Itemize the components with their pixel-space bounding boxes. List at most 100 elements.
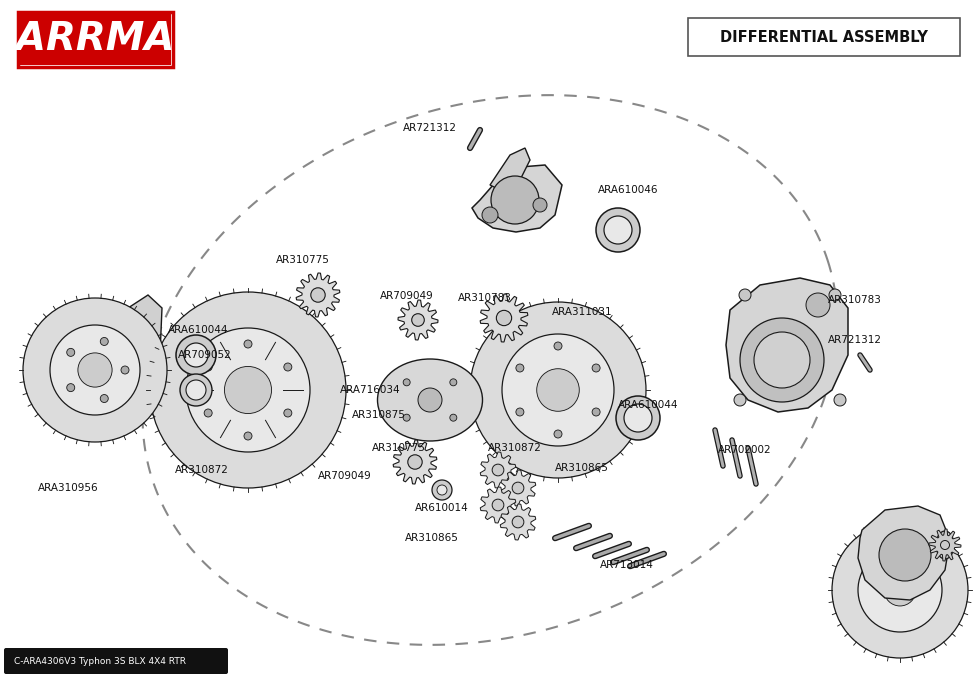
Text: AR310783: AR310783 [828, 295, 882, 305]
Circle shape [537, 369, 579, 412]
Ellipse shape [377, 359, 482, 441]
Circle shape [186, 328, 310, 452]
Text: AR310865: AR310865 [405, 533, 459, 543]
Circle shape [450, 414, 457, 421]
Text: AR310872: AR310872 [488, 443, 542, 453]
Circle shape [941, 540, 950, 550]
Circle shape [204, 363, 212, 371]
Circle shape [121, 366, 129, 374]
Text: C-ARA4306V3 Typhon 3S BLX 4X4 RTR: C-ARA4306V3 Typhon 3S BLX 4X4 RTR [14, 657, 186, 666]
Circle shape [184, 343, 208, 367]
Circle shape [879, 529, 931, 581]
Circle shape [244, 340, 252, 348]
Polygon shape [480, 487, 515, 523]
Circle shape [492, 464, 504, 476]
Circle shape [884, 574, 916, 606]
Text: AR713014: AR713014 [600, 560, 654, 570]
Ellipse shape [437, 485, 447, 495]
Text: AR709049: AR709049 [380, 291, 434, 301]
Circle shape [50, 325, 140, 415]
Circle shape [513, 482, 524, 494]
Circle shape [604, 216, 632, 244]
Ellipse shape [936, 531, 954, 559]
Circle shape [596, 208, 640, 252]
Text: AR721312: AR721312 [403, 123, 457, 133]
Text: 'ARRMA': 'ARRMA' [4, 20, 186, 59]
FancyBboxPatch shape [20, 14, 171, 65]
Text: AR709049: AR709049 [318, 471, 371, 481]
Circle shape [616, 396, 660, 440]
Circle shape [482, 207, 498, 223]
Circle shape [592, 364, 600, 372]
Polygon shape [108, 295, 162, 395]
FancyBboxPatch shape [688, 18, 960, 56]
Text: AR721312: AR721312 [828, 335, 882, 345]
Circle shape [513, 516, 524, 528]
Polygon shape [480, 452, 515, 488]
Circle shape [67, 349, 74, 356]
Text: AR709052: AR709052 [178, 350, 231, 360]
Circle shape [403, 414, 411, 421]
Circle shape [403, 379, 411, 386]
Circle shape [224, 366, 271, 414]
Circle shape [515, 408, 524, 416]
Polygon shape [490, 148, 530, 190]
Ellipse shape [432, 480, 452, 500]
Polygon shape [398, 300, 438, 340]
Circle shape [624, 404, 652, 432]
Circle shape [834, 394, 846, 406]
Circle shape [496, 310, 512, 326]
Circle shape [470, 302, 646, 478]
Polygon shape [472, 165, 562, 232]
Text: DIFFERENTIAL ASSEMBLY: DIFFERENTIAL ASSEMBLY [720, 29, 928, 45]
Circle shape [450, 379, 457, 386]
Circle shape [408, 455, 422, 469]
Text: AR702002: AR702002 [718, 445, 771, 455]
Circle shape [740, 318, 824, 402]
Polygon shape [858, 506, 950, 600]
Text: AR310775: AR310775 [276, 255, 330, 265]
Polygon shape [500, 470, 536, 506]
Polygon shape [929, 529, 961, 561]
FancyBboxPatch shape [18, 12, 173, 67]
Text: ARA716034: ARA716034 [340, 385, 401, 395]
Circle shape [554, 430, 562, 438]
Circle shape [418, 388, 442, 412]
Polygon shape [726, 278, 848, 412]
Circle shape [67, 384, 74, 391]
Circle shape [284, 409, 292, 417]
Text: ARA610044: ARA610044 [618, 400, 678, 410]
Circle shape [734, 394, 746, 406]
FancyBboxPatch shape [4, 648, 228, 674]
Polygon shape [393, 440, 437, 484]
Text: ARA311031: ARA311031 [552, 307, 612, 317]
Circle shape [533, 198, 547, 212]
Text: AR310865: AR310865 [555, 463, 609, 473]
Polygon shape [296, 273, 340, 317]
Circle shape [592, 408, 600, 416]
Circle shape [284, 363, 292, 371]
Text: AR310872: AR310872 [175, 465, 229, 475]
Circle shape [554, 342, 562, 350]
Circle shape [832, 522, 968, 658]
Circle shape [150, 292, 346, 488]
Circle shape [204, 409, 212, 417]
Circle shape [412, 314, 424, 326]
Circle shape [491, 176, 539, 224]
Circle shape [739, 289, 751, 301]
Circle shape [100, 395, 108, 402]
Text: AR310875: AR310875 [352, 410, 406, 420]
Text: AR310775: AR310775 [372, 443, 426, 453]
Text: ARA310956: ARA310956 [38, 483, 99, 493]
Circle shape [176, 335, 216, 375]
Circle shape [77, 353, 112, 387]
Text: ARA610044: ARA610044 [168, 325, 228, 335]
Circle shape [754, 332, 810, 388]
Circle shape [806, 293, 830, 317]
Circle shape [186, 380, 206, 400]
Text: ARA610046: ARA610046 [598, 185, 659, 195]
Circle shape [515, 364, 524, 372]
Circle shape [180, 374, 212, 406]
Polygon shape [480, 294, 528, 342]
Circle shape [502, 334, 614, 446]
